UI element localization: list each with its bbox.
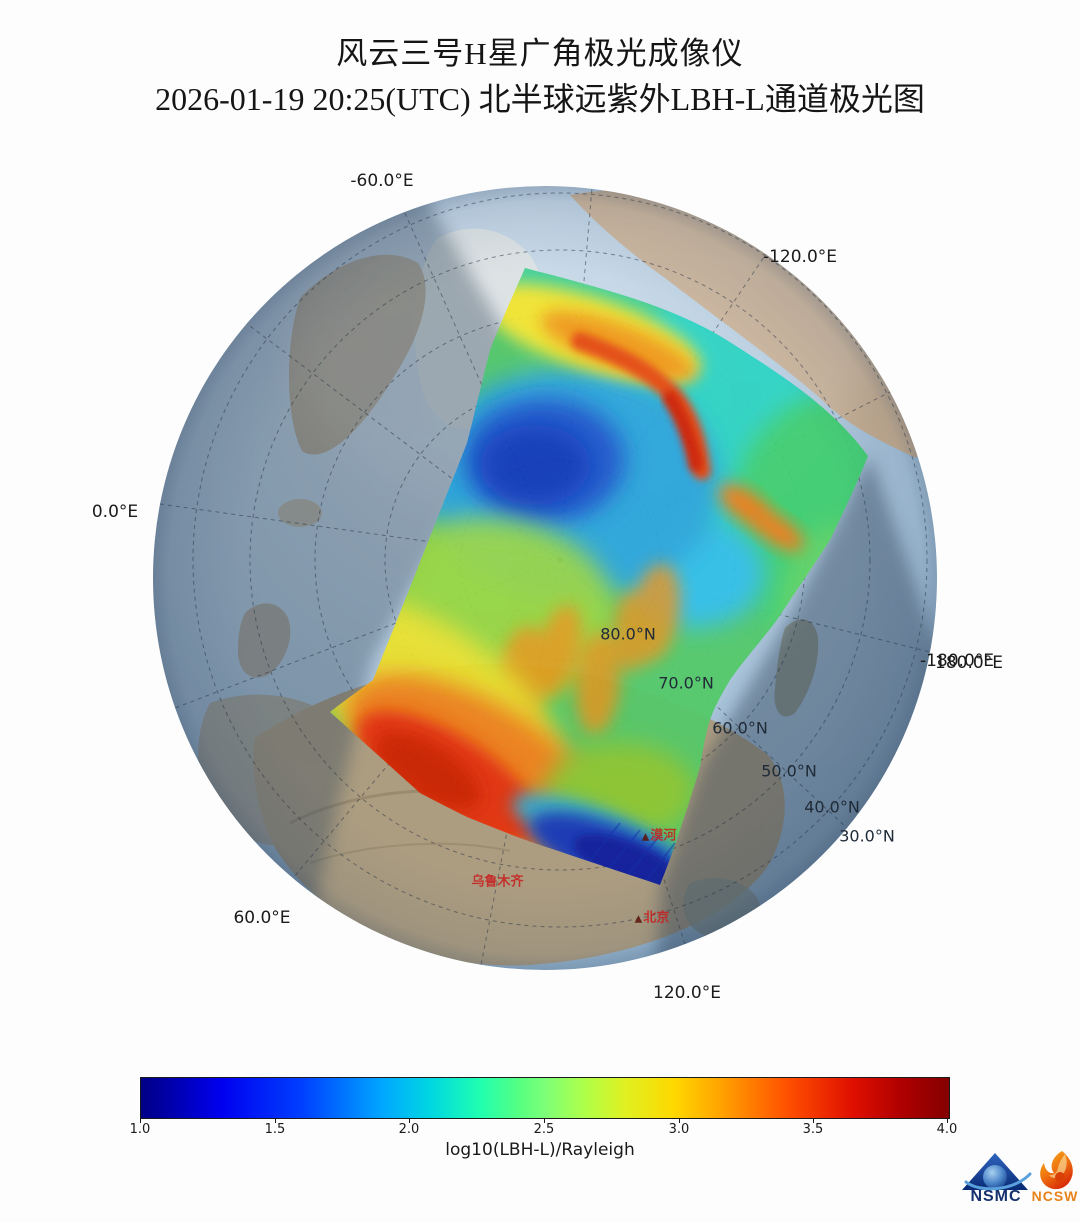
lon-label-120: 120.0°E <box>653 983 721 1003</box>
colorbar-tick <box>409 1118 410 1123</box>
colorbar-tick <box>813 1118 814 1123</box>
lon-label-180: 180.0°E <box>935 653 1003 673</box>
colorbar-tick-label: 1.0 <box>129 1122 151 1137</box>
lon-label--120: -120.0°E <box>762 247 838 267</box>
station-marker-icon: ▲ <box>641 831 650 843</box>
colorbar-tick <box>947 1118 948 1123</box>
colorbar-tick-label: 2.5 <box>533 1122 555 1137</box>
station-label-urumqi: 乌鲁木齐 <box>471 874 524 890</box>
colorbar-axis-label: log10(LBH-L)/Rayleigh <box>445 1140 635 1160</box>
colorbar-tick-label: 2.0 <box>398 1122 420 1137</box>
colorbar-tick <box>544 1118 545 1123</box>
lon-label--180: -180.0°E <box>919 651 995 671</box>
colorbar-tick-label: 3.5 <box>802 1122 824 1137</box>
station-label-beijing: ▲北京 <box>634 910 670 926</box>
colorbar-tick-label: 4.0 <box>936 1122 958 1137</box>
page-subtitle: 2026-01-19 20:25(UTC) 北半球远紫外LBH-L通道极光图 <box>155 81 925 117</box>
colorbar-tick-label: 1.5 <box>264 1122 286 1137</box>
nsmc-logo-icon <box>962 1153 1032 1191</box>
colorbar-tick <box>679 1118 680 1123</box>
station-marker-icon: ▲ <box>634 913 643 925</box>
colorbar-tick-label: 3.0 <box>668 1122 690 1137</box>
page-title: 风云三号H星广角极光成像仪 <box>336 36 744 71</box>
station-label-mohe: ▲漠河 <box>641 828 677 844</box>
globe-surface <box>153 186 937 970</box>
ncsw-logo-text: NCSW <box>1031 1188 1079 1204</box>
lat-label-70: 70.0°N <box>658 673 714 693</box>
lat-label-40: 40.0°N <box>804 797 860 817</box>
colorbar-tick <box>140 1118 141 1123</box>
limb-shading <box>153 186 937 970</box>
lat-label-50: 50.0°N <box>761 761 817 781</box>
ncsw-logo-icon <box>1040 1151 1073 1190</box>
nsmc-logo-text: NSMC <box>970 1188 1022 1205</box>
colorbar-tick <box>275 1118 276 1123</box>
lat-label-30: 30.0°N <box>839 826 895 846</box>
lon-label--60: -60.0°E <box>350 171 414 191</box>
globe-graphic <box>153 186 937 970</box>
lat-label-60: 60.0°N <box>712 718 768 738</box>
lon-label-60: 60.0°E <box>233 908 291 928</box>
lon-label-0: 0.0°E <box>91 502 139 522</box>
lat-label-80: 80.0°N <box>600 624 656 644</box>
colorbar <box>140 1077 950 1119</box>
